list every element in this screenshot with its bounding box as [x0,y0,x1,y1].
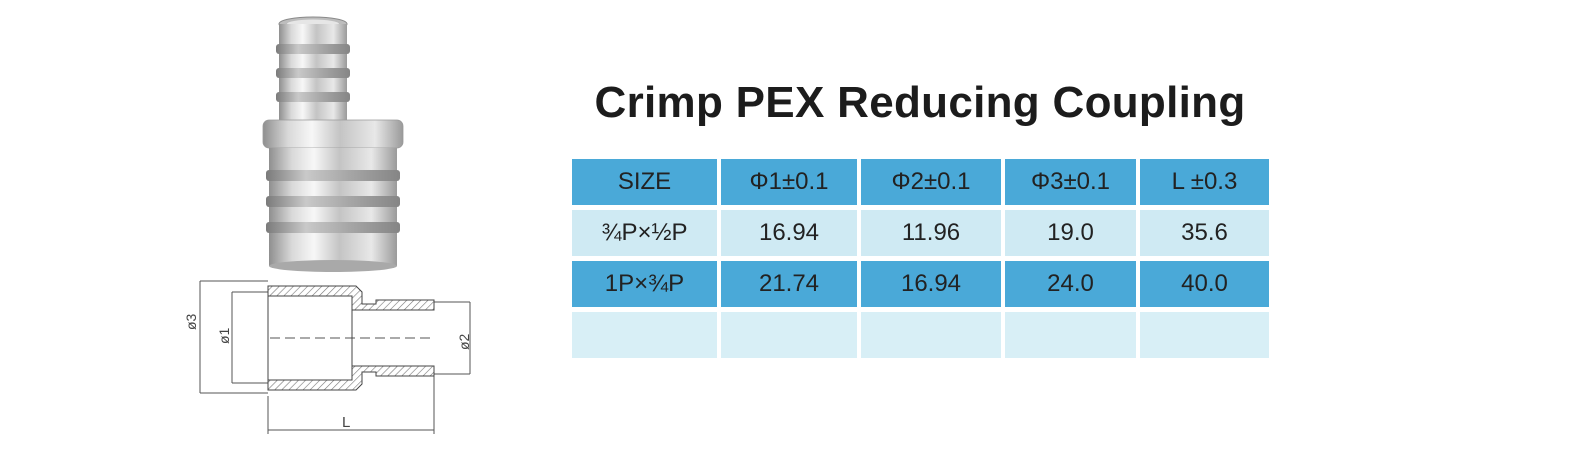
header-phi3: Φ3±0.1 [1005,159,1136,205]
table-cell: 24.0 [1005,261,1136,307]
table-cell [861,312,1001,358]
table-row: 1P×¾P 21.74 16.94 24.0 40.0 [572,261,1269,307]
table-cell [572,312,717,358]
label-length: L [342,414,351,431]
table-cell: 11.96 [861,210,1001,256]
product-photo [262,16,404,272]
table-cell: 16.94 [861,261,1001,307]
table-cell: 35.6 [1140,210,1269,256]
table-header-row: SIZE Φ1±0.1 Φ2±0.1 Φ3±0.1 L ±0.3 [572,159,1269,205]
table-cell: 21.74 [721,261,857,307]
technical-drawing [199,280,471,434]
table-cell [1140,312,1269,358]
table-row: ¾P×½P 16.94 11.96 19.0 35.6 [572,210,1269,256]
header-phi2: Φ2±0.1 [861,159,1001,205]
table-cell: ¾P×½P [572,210,717,256]
table-cell: 16.94 [721,210,857,256]
page-title: Crimp PEX Reducing Coupling [594,78,1246,127]
table-cell [721,312,857,358]
table-row-empty [572,312,1269,358]
header-length: L ±0.3 [1140,159,1269,205]
table-cell: 40.0 [1140,261,1269,307]
spec-table: SIZE Φ1±0.1 Φ2±0.1 Φ3±0.1 L ±0.3 ¾P×½P 1… [568,154,1273,363]
table-cell: 1P×¾P [572,261,717,307]
header-phi1: Φ1±0.1 [721,159,857,205]
label-phi3: ø3 [183,313,199,330]
table-cell: 19.0 [1005,210,1136,256]
header-size: SIZE [572,159,717,205]
label-phi1: ø1 [216,327,232,344]
table-cell [1005,312,1136,358]
label-phi2: ø2 [456,333,472,350]
